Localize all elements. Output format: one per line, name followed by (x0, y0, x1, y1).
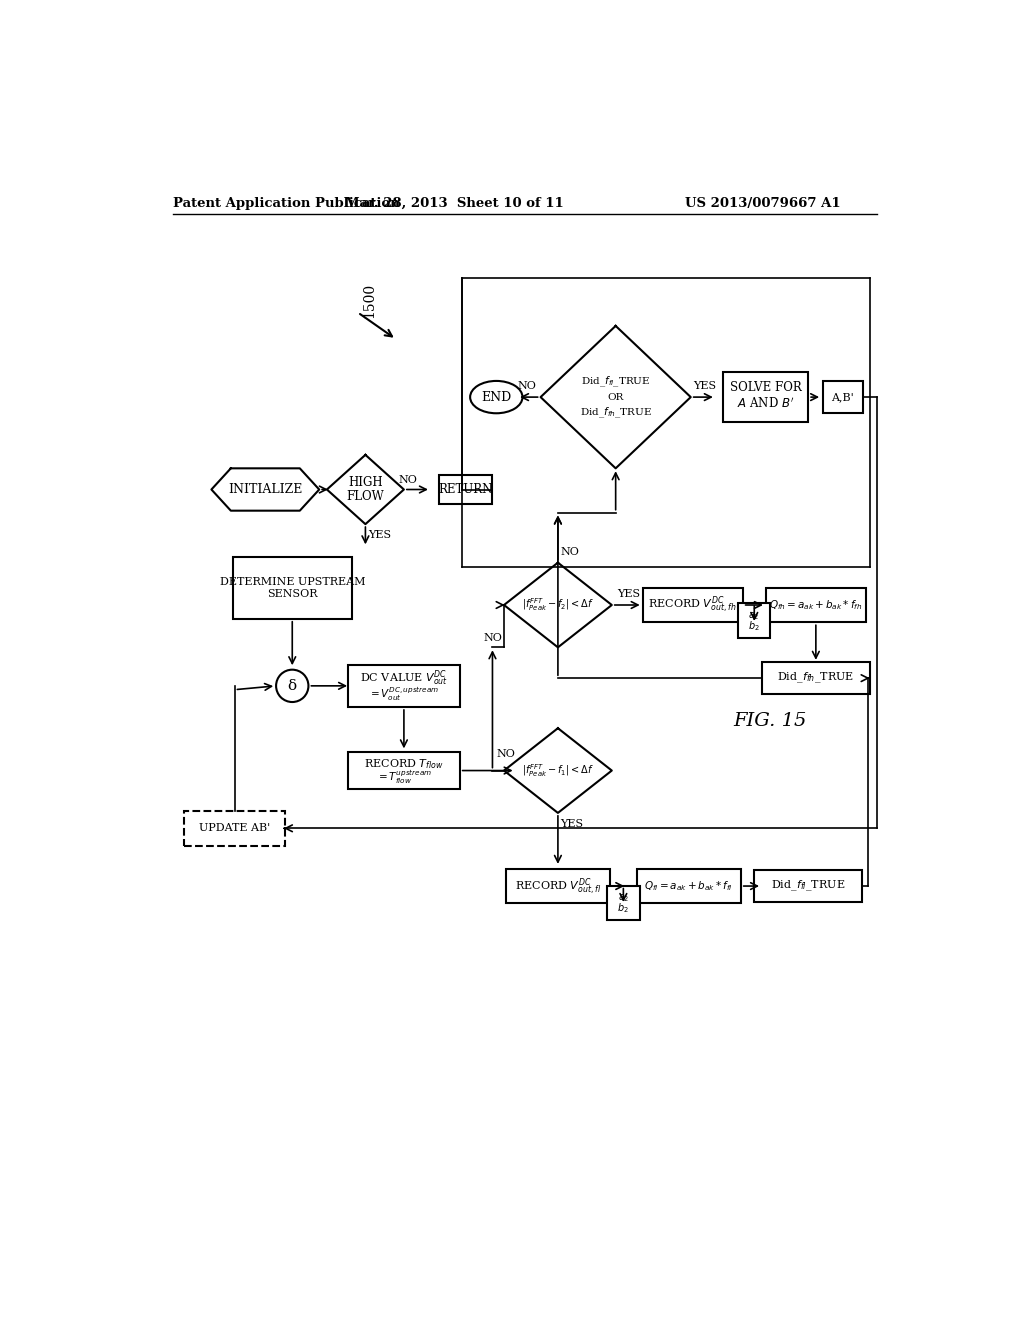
Text: $Q_{fl}= a_{ak}+ b_{ak}* f_{fl}$: $Q_{fl}= a_{ak}+ b_{ak}* f_{fl}$ (644, 879, 733, 892)
Text: RECORD $V_{out,fh}^{DC}$: RECORD $V_{out,fh}^{DC}$ (648, 594, 737, 615)
Text: NO: NO (483, 634, 502, 643)
Text: Patent Application Publication: Patent Application Publication (173, 197, 399, 210)
Text: $a_2$: $a_2$ (617, 892, 629, 904)
Text: Did_$f_{fh}$_TRUE: Did_$f_{fh}$_TRUE (777, 671, 854, 685)
FancyBboxPatch shape (184, 810, 285, 846)
Polygon shape (504, 562, 611, 647)
FancyBboxPatch shape (438, 475, 493, 504)
Text: $|f^{FFT}_{Peak}-f_1|<\Delta f$: $|f^{FFT}_{Peak}-f_1|<\Delta f$ (522, 762, 594, 779)
Text: US 2013/0079667 A1: US 2013/0079667 A1 (685, 197, 841, 210)
FancyBboxPatch shape (823, 381, 863, 413)
FancyBboxPatch shape (738, 603, 770, 638)
Ellipse shape (470, 381, 522, 413)
FancyBboxPatch shape (643, 587, 742, 622)
Text: $= T_{flow}^{upstream}$: $= T_{flow}^{upstream}$ (376, 768, 432, 785)
Text: $b_2$: $b_2$ (749, 619, 760, 632)
Text: HIGH
FLOW: HIGH FLOW (346, 475, 384, 503)
FancyBboxPatch shape (506, 869, 610, 903)
FancyBboxPatch shape (348, 752, 460, 789)
Text: $a_2$: $a_2$ (749, 610, 760, 622)
Text: DC VALUE $V_{out}^{DC}$: DC VALUE $V_{out}^{DC}$ (359, 668, 447, 688)
Text: Did_$f_{fh}$_TRUE: Did_$f_{fh}$_TRUE (580, 405, 651, 420)
Polygon shape (504, 729, 611, 813)
Text: Did_$f_{fl}$_TRUE: Did_$f_{fl}$_TRUE (581, 375, 650, 389)
Text: DETERMINE UPSTREAM
SENSOR: DETERMINE UPSTREAM SENSOR (219, 577, 365, 599)
Text: NO: NO (497, 748, 515, 759)
Text: INITIALIZE: INITIALIZE (228, 483, 302, 496)
Polygon shape (211, 469, 319, 511)
Text: YES: YES (560, 818, 584, 829)
Text: δ: δ (288, 678, 297, 693)
FancyBboxPatch shape (766, 587, 866, 622)
Text: YES: YES (617, 589, 640, 599)
Text: RETURN: RETURN (438, 483, 493, 496)
Text: NO: NO (517, 381, 537, 391)
FancyBboxPatch shape (724, 372, 808, 422)
Text: $= V_{out}^{DC,upstream}$: $= V_{out}^{DC,upstream}$ (369, 685, 439, 702)
Polygon shape (327, 455, 403, 524)
Text: $b_2$: $b_2$ (617, 902, 629, 915)
FancyBboxPatch shape (637, 869, 740, 903)
FancyBboxPatch shape (755, 870, 862, 903)
Text: NO: NO (398, 475, 417, 486)
Text: RECORD $V_{out,fl}^{DC}$: RECORD $V_{out,fl}^{DC}$ (515, 875, 601, 896)
Text: YES: YES (368, 529, 391, 540)
Polygon shape (541, 326, 691, 469)
Text: NO: NO (560, 546, 579, 557)
FancyBboxPatch shape (348, 665, 460, 708)
Text: END: END (481, 391, 511, 404)
Text: $|f^{FFT}_{Peak}-f_2|<\Delta f$: $|f^{FFT}_{Peak}-f_2|<\Delta f$ (522, 597, 594, 614)
Text: YES: YES (693, 381, 716, 391)
FancyBboxPatch shape (762, 663, 869, 694)
Text: UPDATE AB': UPDATE AB' (199, 824, 270, 833)
Text: FIG. 15: FIG. 15 (733, 711, 806, 730)
Text: $Q_{fh}= a_{ak}+ b_{ak}* f_{fh}$: $Q_{fh}= a_{ak}+ b_{ak}* f_{fh}$ (769, 598, 862, 612)
Text: Mar. 28, 2013  Sheet 10 of 11: Mar. 28, 2013 Sheet 10 of 11 (345, 197, 563, 210)
Ellipse shape (276, 669, 308, 702)
Text: SOLVE FOR: SOLVE FOR (730, 381, 802, 395)
FancyBboxPatch shape (232, 557, 352, 619)
Text: Did_$f_{fl}$_TRUE: Did_$f_{fl}$_TRUE (771, 879, 845, 894)
Text: A,B': A,B' (831, 392, 854, 403)
Text: OR: OR (607, 392, 624, 401)
Text: $A$ AND $B'$: $A$ AND $B'$ (737, 396, 795, 411)
Text: 1500: 1500 (362, 284, 376, 318)
FancyBboxPatch shape (607, 886, 640, 920)
Text: RECORD $T_{flow}$: RECORD $T_{flow}$ (364, 758, 443, 771)
